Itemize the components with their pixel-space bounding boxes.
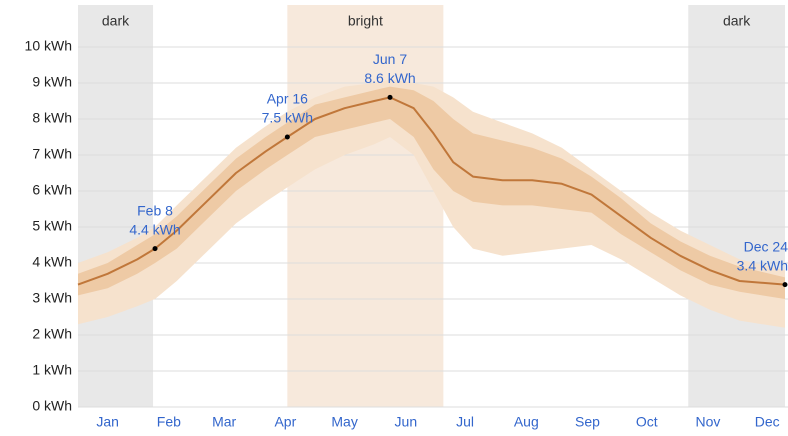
x-tick-label: Mar bbox=[212, 414, 236, 430]
y-tick-label: 6 kWh bbox=[32, 182, 72, 198]
y-tick-label: 4 kWh bbox=[32, 254, 72, 270]
x-tick-label: Dec bbox=[755, 414, 780, 430]
y-tick-label: 0 kWh bbox=[32, 398, 72, 414]
annotation-date: Dec 24 bbox=[744, 238, 788, 254]
y-tick-label: 2 kWh bbox=[32, 326, 72, 342]
annotation-value: 4.4 kWh bbox=[129, 221, 180, 237]
y-tick-label: 9 kWh bbox=[32, 74, 72, 90]
y-tick-label: 5 kWh bbox=[32, 218, 72, 234]
season-band bbox=[78, 5, 154, 407]
x-tick-label: Nov bbox=[696, 414, 721, 430]
band-label: dark bbox=[102, 13, 130, 29]
range-band bbox=[78, 79, 785, 328]
band-label: bright bbox=[348, 13, 383, 29]
x-tick-label: Sep bbox=[575, 414, 600, 430]
season-band bbox=[688, 5, 785, 407]
annotation-point bbox=[387, 94, 393, 100]
y-tick-label: 1 kWh bbox=[32, 362, 72, 378]
x-tick-label: Jul bbox=[456, 414, 474, 430]
annotation-value: 7.5 kWh bbox=[262, 110, 313, 126]
x-tick-label: May bbox=[331, 414, 357, 430]
x-tick-label: Feb bbox=[157, 414, 181, 430]
x-tick-label: Apr bbox=[274, 414, 296, 430]
annotation-date: Jun 7 bbox=[373, 51, 407, 67]
annotation-value: 3.4 kWh bbox=[737, 257, 788, 273]
y-tick-label: 3 kWh bbox=[32, 290, 72, 306]
x-tick-label: Oct bbox=[636, 414, 658, 430]
median-line bbox=[77, 96, 786, 286]
season-band bbox=[287, 5, 444, 407]
annotation-point bbox=[152, 246, 158, 252]
annotation-date: Feb 8 bbox=[137, 202, 173, 218]
annotation-point bbox=[782, 282, 788, 288]
annotation-value: 8.6 kWh bbox=[364, 70, 415, 86]
x-tick-label: Jan bbox=[96, 414, 119, 430]
annotation-point bbox=[284, 134, 290, 140]
x-tick-label: Jun bbox=[395, 414, 418, 430]
y-tick-label: 7 kWh bbox=[32, 146, 72, 162]
band-label: dark bbox=[723, 13, 751, 29]
annotation-date: Apr 16 bbox=[267, 91, 308, 107]
x-tick-label: Aug bbox=[514, 414, 539, 430]
y-tick-label: 10 kWh bbox=[25, 38, 72, 54]
y-tick-label: 8 kWh bbox=[32, 110, 72, 126]
range-band bbox=[78, 86, 785, 299]
